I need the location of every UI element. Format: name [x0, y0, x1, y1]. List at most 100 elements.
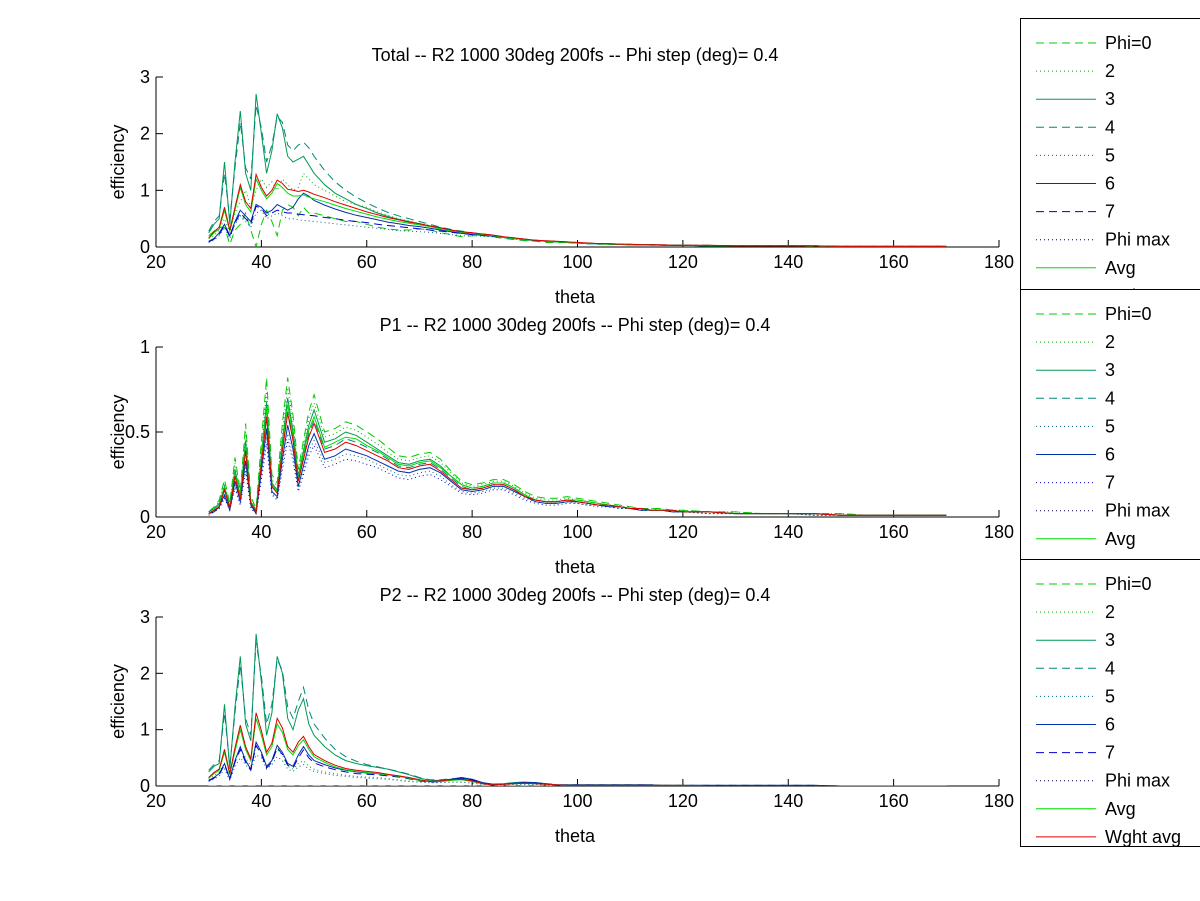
legend-entry-label: Phi max [1105, 230, 1170, 250]
x-tick-label: 180 [984, 522, 1014, 542]
x-tick-label: 120 [668, 791, 698, 811]
legend-entry-label: Phi=0 [1105, 574, 1152, 594]
chart-panel-1: 20 40 60 80 100 120 140 160 180 0 1 2 3 Total -- R2 1… [108, 18, 1200, 307]
y-axis-label: efficiency [108, 395, 128, 470]
chart-title: P1 -- R2 1000 30deg 200fs -- Phi step (d… [380, 315, 771, 335]
x-tick-label: 80 [462, 252, 482, 272]
x-tick-label: 40 [251, 522, 271, 542]
legend-entry-label: 2 [1105, 61, 1115, 81]
legend-entry-label: 4 [1105, 388, 1115, 408]
y-tick-label: 3 [140, 67, 150, 87]
x-tick-label: 20 [146, 791, 166, 811]
series-line-avg [208, 177, 947, 247]
x-tick-label: 80 [462, 522, 482, 542]
legend-box [1020, 559, 1200, 847]
legend-entry-label: 7 [1105, 202, 1115, 222]
x-tick-label: 140 [773, 522, 803, 542]
y-axis-label: efficiency [108, 664, 128, 739]
x-tick-label: 180 [984, 252, 1014, 272]
x-tick-label: 40 [251, 791, 271, 811]
series-line-4 [208, 105, 947, 247]
legend-entry-label: Phi max [1105, 501, 1170, 521]
x-tick-label: 160 [879, 252, 909, 272]
legend-entry-label: 7 [1105, 473, 1115, 493]
series-line-2 [208, 172, 947, 247]
x-tick-label: 100 [562, 252, 592, 272]
x-tick-label: 140 [773, 252, 803, 272]
legend-entry-label: 2 [1105, 332, 1115, 352]
x-tick-label: 40 [251, 252, 271, 272]
y-tick-label: 2 [140, 124, 150, 144]
series-line-3 [208, 397, 947, 516]
y-tick-label: 0 [140, 237, 150, 257]
legend-entry-label: 6 [1105, 174, 1115, 194]
x-tick-label: 60 [357, 252, 377, 272]
y-tick-label: 1 [140, 337, 150, 357]
y-tick-label: 1 [140, 180, 150, 200]
x-axis-label: theta [555, 557, 596, 577]
x-axis-label: theta [555, 826, 596, 846]
x-tick-label: 100 [562, 791, 592, 811]
legend-entry-label: Phi max [1105, 771, 1170, 791]
legend-entry-label: Avg [1105, 258, 1136, 278]
legend-entry-label: 3 [1105, 89, 1115, 109]
plot-area [208, 377, 947, 516]
legend-entry-label: Wght avg [1105, 286, 1181, 306]
legend-entry-label: Wght avg [1105, 557, 1181, 577]
x-tick-label: 20 [146, 252, 166, 272]
legend-entry-label: 5 [1105, 686, 1115, 706]
y-tick-label: 0 [140, 507, 150, 527]
legend: Phi=0 2 3 4 5 6 7 Phi max Avg Wght avg [1020, 289, 1200, 577]
legend-entry-label: 6 [1105, 715, 1115, 735]
legend-box [1020, 18, 1200, 290]
x-tick-label: 20 [146, 522, 166, 542]
series-line-avg [208, 718, 947, 786]
legend-box [1020, 289, 1200, 560]
x-tick-label: 120 [668, 522, 698, 542]
legend: Phi=0 2 3 4 5 6 7 Phi max Avg Wght avg [1020, 559, 1200, 847]
legend-entry-label: 6 [1105, 445, 1115, 465]
legend-entry-label: Phi=0 [1105, 304, 1152, 324]
series-line-wght-avg [208, 712, 947, 786]
y-tick-label: 2 [140, 663, 150, 683]
legend: Phi=0 2 3 4 5 6 7 Phi max Avg Wght avg [1020, 18, 1200, 306]
legend-entry-label: Phi=0 [1105, 33, 1152, 53]
x-axis-label: theta [555, 287, 596, 307]
series-line-wght-avg [208, 413, 947, 516]
y-tick-label: 1 [140, 720, 150, 740]
x-tick-label: 160 [879, 522, 909, 542]
legend-entry-label: Wght avg [1105, 827, 1181, 847]
legend-entry-label: 5 [1105, 416, 1115, 436]
x-tick-label: 80 [462, 791, 482, 811]
chart-panel-3: 20 40 60 80 100 120 140 160 180 0 1 2 3 P2 -- R2 1000… [108, 559, 1200, 847]
legend-entry-label: 3 [1105, 360, 1115, 380]
chart-title: P2 -- R2 1000 30deg 200fs -- Phi step (d… [380, 585, 771, 605]
legend-entry-label: 3 [1105, 630, 1115, 650]
x-tick-label: 140 [773, 791, 803, 811]
legend-entry-label: 4 [1105, 658, 1115, 678]
x-tick-label: 60 [357, 791, 377, 811]
legend-entry-label: 7 [1105, 743, 1115, 763]
series-line-wght-avg [208, 172, 947, 247]
series-line-phi-0 [208, 377, 947, 516]
y-tick-label: 0 [140, 776, 150, 796]
series-line-6 [208, 192, 947, 247]
series-line-3 [208, 93, 947, 247]
legend-entry-label: Avg [1105, 799, 1136, 819]
legend-entry-label: 2 [1105, 602, 1115, 622]
plot-area [208, 93, 947, 247]
legend-entry-label: 4 [1105, 117, 1115, 137]
x-tick-label: 180 [984, 791, 1014, 811]
legend-entry-label: Avg [1105, 529, 1136, 549]
chart-panel-2: 20 40 60 80 100 120 140 160 180 0 0.5 1 P1 -- R2 100… [108, 289, 1200, 577]
x-tick-label: 100 [562, 522, 592, 542]
x-tick-label: 160 [879, 791, 909, 811]
series-line-3 [208, 633, 947, 786]
y-tick-label: 0.5 [125, 422, 150, 442]
y-axis-label: efficiency [108, 125, 128, 200]
legend-entry-label: 5 [1105, 145, 1115, 165]
chart-title: Total -- R2 1000 30deg 200fs -- Phi step… [372, 45, 779, 65]
series-line-6 [208, 425, 947, 516]
x-tick-label: 120 [668, 252, 698, 272]
